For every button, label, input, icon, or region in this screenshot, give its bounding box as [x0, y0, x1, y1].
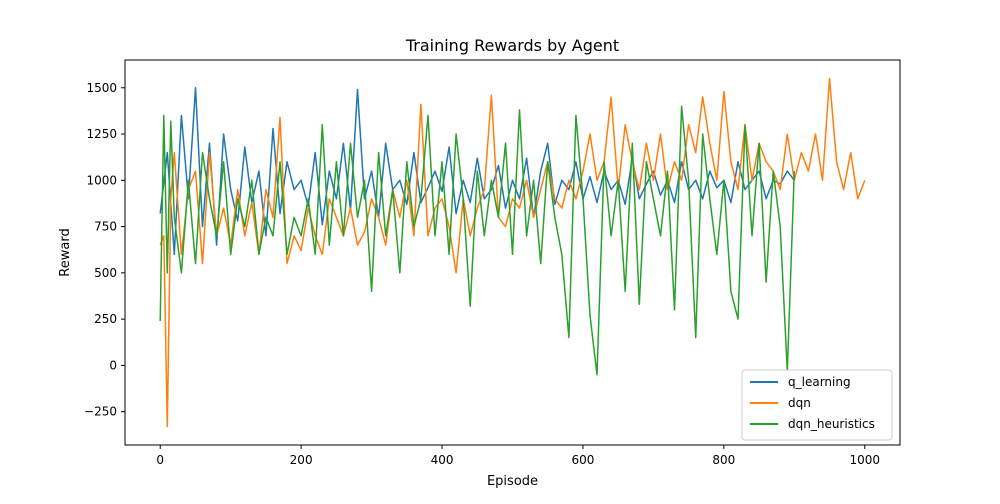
y-tick-label: 0 [109, 358, 117, 372]
series-line-dqn-heuristics [159, 105, 796, 376]
x-tick-label: 0 [156, 453, 164, 467]
x-tick-label: 1000 [849, 453, 880, 467]
chart-title: Training Rewards by Agent [405, 36, 619, 55]
y-tick-label: 250 [94, 312, 117, 326]
x-tick-label: 600 [572, 453, 595, 467]
series-layer [159, 77, 866, 428]
y-tick-label: 1000 [86, 173, 117, 187]
x-tick-label: 800 [712, 453, 735, 467]
axes-frame [124, 59, 901, 446]
legend-box [741, 369, 893, 441]
plot-area [124, 59, 901, 446]
x-axis-label: Episode [487, 474, 538, 489]
y-tick-label: 500 [94, 266, 117, 280]
legend-label-dqn: dqn [788, 396, 811, 410]
y-axis-label: Reward [58, 228, 73, 276]
x-tick-label: 200 [290, 453, 313, 467]
legend-label-q-learning: q_learning [788, 375, 851, 389]
x-tick-label: 400 [431, 453, 454, 467]
y-tick-label: −250 [84, 405, 117, 419]
y-tick-label: 1500 [86, 81, 117, 95]
legend-label-dqn-heuristics: dqn_heuristics [788, 417, 875, 431]
y-axis-ticks: −250 0 250 500 750 1000 1250 1500 [84, 81, 125, 419]
x-axis-ticks: 0 200 400 600 800 1000 [156, 445, 880, 467]
y-tick-label: 750 [94, 220, 117, 234]
y-tick-label: 1250 [86, 127, 117, 141]
